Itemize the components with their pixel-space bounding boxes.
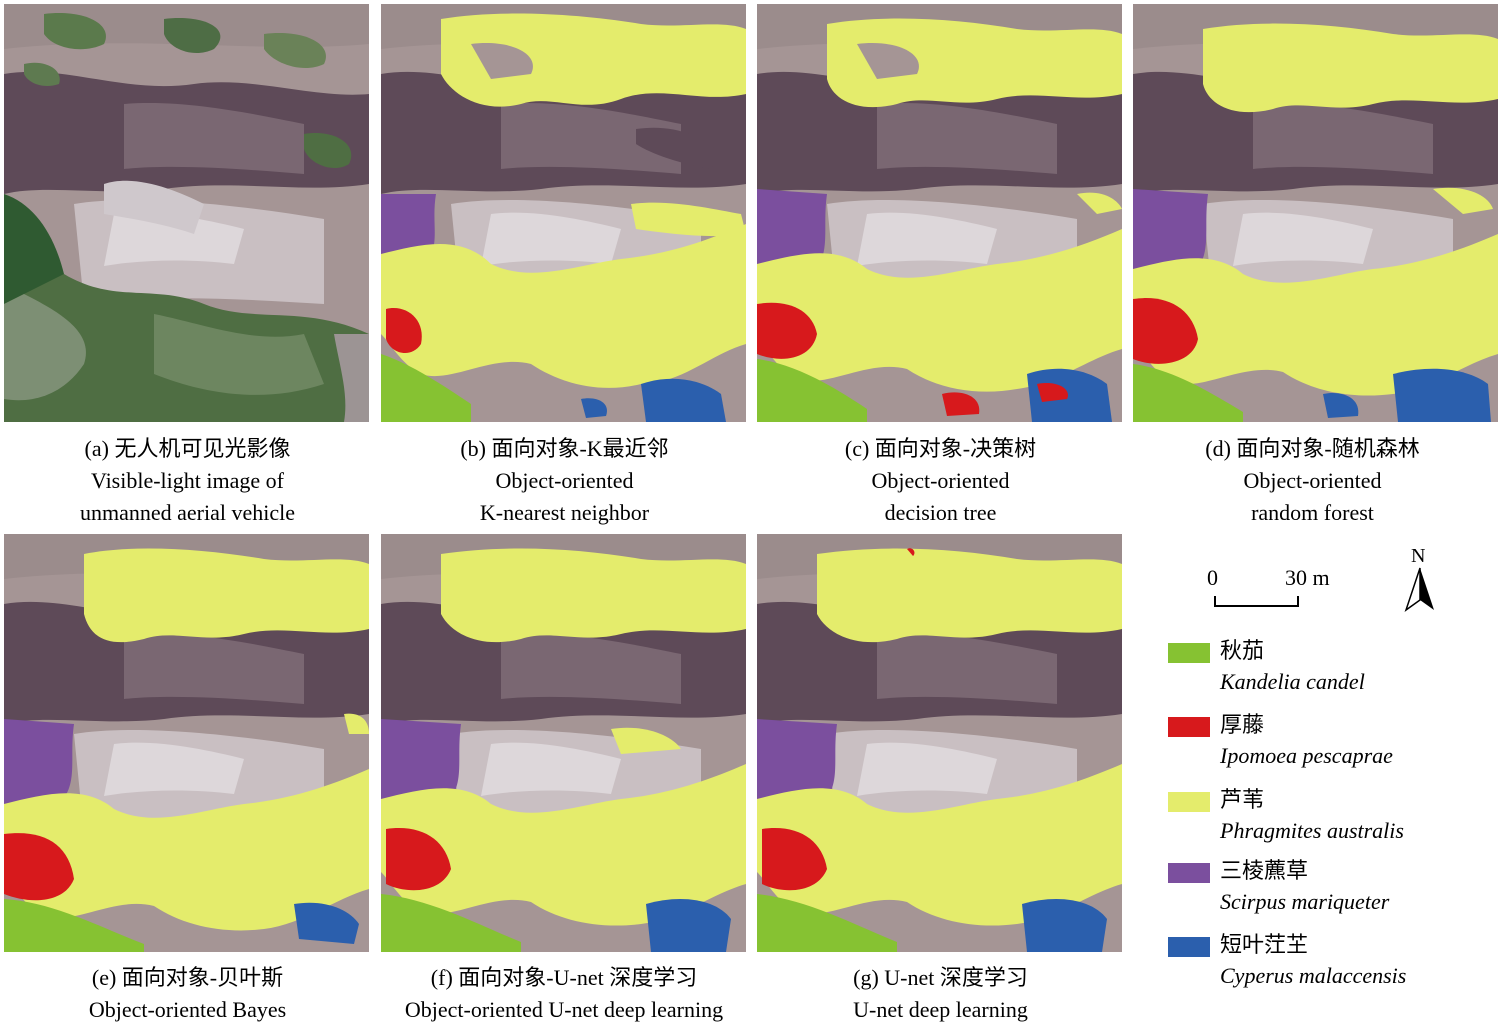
legend-swatch-ipomoea xyxy=(1168,717,1210,737)
caption-g: (g) U-net 深度学习 U-net deep learning xyxy=(753,962,1128,1026)
legend-label-latin-kandelia: Kandelia candel xyxy=(1220,669,1365,694)
legend-swatch-kandelia xyxy=(1168,643,1210,663)
caption-g-line2: U-net deep learning xyxy=(853,997,1028,1022)
caption-g-line1: (g) U-net 深度学习 xyxy=(853,965,1028,990)
caption-a-line1: (a) 无人机可见光影像 xyxy=(84,436,291,461)
caption-d-line3: random forest xyxy=(1251,500,1374,525)
caption-e: (e) 面向对象-贝叶斯 Object-oriented Bayes xyxy=(0,962,375,1026)
scale-bar-line xyxy=(1214,596,1299,607)
panel-a-image xyxy=(4,4,369,422)
caption-a: (a) 无人机可见光影像 Visible-light image of unma… xyxy=(0,433,375,529)
legend-label-latin-phragmites: Phragmites australis xyxy=(1220,818,1404,843)
scale-bar-start-label: 0 xyxy=(1207,565,1218,590)
panel-e-bayes-map xyxy=(4,534,369,952)
legend-label-latin-ipomoea: Ipomoea pescaprae xyxy=(1220,743,1393,768)
caption-c: (c) 面向对象-决策树 Object-oriented decision tr… xyxy=(753,433,1128,529)
legend-label-latin-cyperus: Cyperus malaccensis xyxy=(1220,963,1407,988)
legend-label-zh-scirpus: 三棱藨草 xyxy=(1220,858,1309,883)
caption-c-line3: decision tree xyxy=(884,500,997,525)
caption-f-line2: Object-oriented U-net deep learning xyxy=(404,997,724,1022)
caption-f: (f) 面向对象-U-net 深度学习 Object-oriented U-ne… xyxy=(359,962,769,1026)
panel-g-unet-map xyxy=(757,534,1122,952)
caption-b: (b) 面向对象-K最近邻 Object-oriented K-nearest … xyxy=(377,433,752,529)
caption-a-line2: Visible-light image of xyxy=(91,468,284,493)
legend-label-zh-phragmites: 芦苇 xyxy=(1220,787,1265,812)
panel-f-oo-unet-map xyxy=(381,534,746,952)
panel-d-random-forest-map xyxy=(1133,4,1498,422)
caption-b-line2: Object-oriented xyxy=(495,468,634,493)
legend-swatch-scirpus xyxy=(1168,863,1210,883)
caption-c-line2: Object-oriented xyxy=(871,468,1010,493)
panel-b-knn-map xyxy=(381,4,746,422)
panel-c-decision-tree-map xyxy=(757,4,1122,422)
legend-label-zh-kandelia: 秋茄 xyxy=(1220,638,1265,663)
legend-label-zh-ipomoea: 厚藤 xyxy=(1220,712,1265,737)
legend-swatch-phragmites xyxy=(1168,792,1210,812)
caption-d: (d) 面向对象-随机森林 Object-oriented random for… xyxy=(1125,433,1500,529)
caption-f-line1: (f) 面向对象-U-net 深度学习 xyxy=(430,965,698,990)
legend-label-latin-scirpus: Scirpus mariqueter xyxy=(1220,889,1390,914)
scale-bar-end-label: 30 m xyxy=(1285,565,1330,590)
north-arrow-icon xyxy=(1404,567,1434,612)
legend-label-zh-cyperus: 短叶茳芏 xyxy=(1220,932,1309,957)
caption-a-line3: unmanned aerial vehicle xyxy=(79,500,295,525)
legend-swatch-cyperus xyxy=(1168,937,1210,957)
caption-e-line2: Object-oriented Bayes xyxy=(88,997,287,1022)
caption-b-line3: K-nearest neighbor xyxy=(479,500,650,525)
caption-b-line1: (b) 面向对象-K最近邻 xyxy=(460,436,669,461)
caption-c-line1: (c) 面向对象-决策树 xyxy=(844,436,1037,461)
north-arrow-label: N xyxy=(1411,545,1426,567)
caption-d-line2: Object-oriented xyxy=(1243,468,1382,493)
caption-d-line1: (d) 面向对象-随机森林 xyxy=(1205,436,1420,461)
caption-e-line1: (e) 面向对象-贝叶斯 xyxy=(91,965,284,990)
